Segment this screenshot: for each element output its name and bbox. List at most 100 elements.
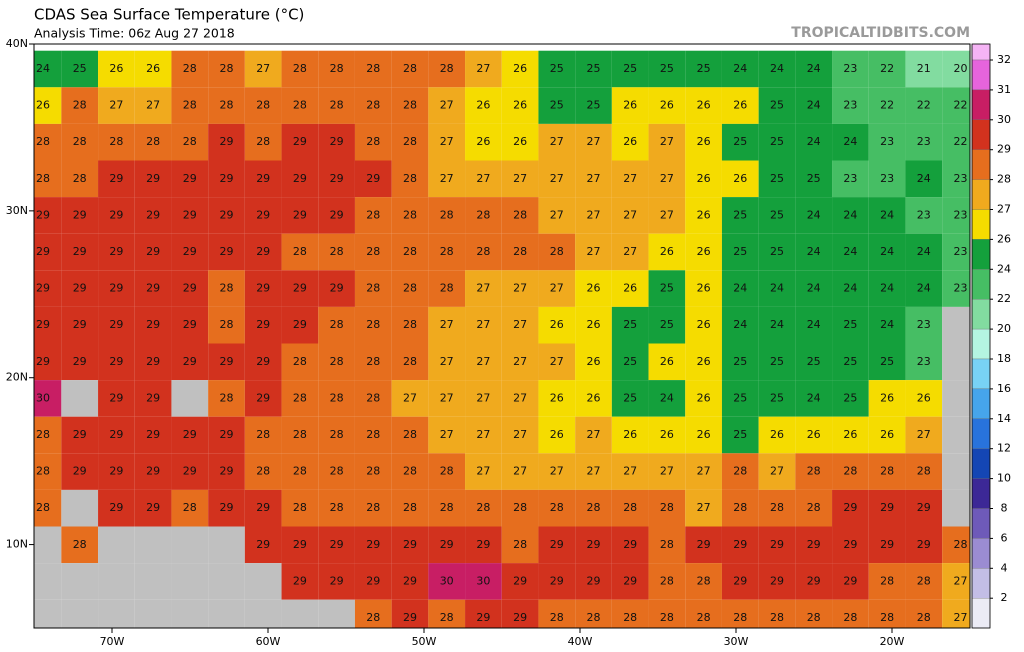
sst-cell [868,50,906,88]
sst-cell [391,526,429,564]
cells [34,50,970,628]
sst-cell [134,343,172,381]
sst-cell [611,160,649,198]
land [208,526,245,564]
sst-cell [354,563,392,600]
sst-cell [318,123,355,161]
sst-cell [465,233,502,271]
sst-value: 28 [36,501,50,514]
sst-cell [905,306,943,344]
sst-cell [648,453,686,490]
sst-value: 29 [587,538,601,551]
land [134,563,172,600]
sst-cell [428,526,466,564]
sst-value: 25 [770,172,784,185]
sst-value: 28 [440,62,454,75]
sst-cell [721,123,759,161]
sst-value: 27 [476,391,490,404]
sst-value: 23 [954,245,968,258]
sst-cell [98,489,135,527]
sst-cell [318,233,355,271]
sst-cell [905,270,943,307]
sst-value: 29 [880,501,894,514]
sst-value: 28 [623,501,637,514]
sst-cell [98,87,135,124]
sst-value: 27 [476,428,490,441]
sst-value: 28 [36,135,50,148]
sst-value: 29 [183,208,197,221]
sst-cell [244,270,282,307]
sst-cell [391,380,429,417]
sst-cell [685,270,722,307]
sst-value: 28 [733,501,747,514]
sst-value: 28 [697,574,711,587]
sst-cell [244,233,282,271]
sst-cell [685,599,722,628]
sst-cell [318,197,355,234]
sst-value: 28 [330,391,344,404]
sst-cell [134,50,172,88]
sst-cell [758,87,796,124]
sst-cell [832,526,869,564]
sst-value: 28 [330,99,344,112]
sst-value: 26 [660,99,674,112]
sst-cell [465,197,502,234]
sst-cell [795,270,833,307]
sst-cell [685,306,722,344]
sst-cell [34,306,62,344]
sst-value: 27 [440,355,454,368]
sst-value: 24 [917,245,931,258]
sst-cell [171,233,209,271]
sst-cell [685,489,722,527]
sst-value: 29 [109,208,123,221]
colorbar-band [971,269,991,300]
sst-value: 29 [220,172,234,185]
sst-value: 28 [73,172,87,185]
sst-cell [905,563,943,600]
sst-value: 28 [366,282,380,295]
sst-cell [868,197,906,234]
sst-value: 29 [220,208,234,221]
sst-value: 29 [807,574,821,587]
sst-value: 28 [660,574,674,587]
sst-cell [61,160,99,198]
sst-cell [281,270,319,307]
sst-value: 29 [843,574,857,587]
sst-value: 23 [880,135,894,148]
sst-cell [61,526,99,564]
sst-cell [501,270,539,307]
sst-value: 28 [917,574,931,587]
sst-value: 29 [330,538,344,551]
sst-value: 28 [880,465,894,478]
sst-cell [391,87,429,124]
sst-cell [501,123,539,161]
sst-value: 24 [733,318,747,331]
sst-cell [61,270,99,307]
sst-cell [648,416,686,454]
sst-cell [501,563,539,600]
sst-value: 28 [807,501,821,514]
sst-value: 29 [109,172,123,185]
sst-value: 28 [330,62,344,75]
sst-value: 22 [954,99,968,112]
sst-cell [648,599,686,628]
sst-cell [501,380,539,417]
sst-value: 29 [109,391,123,404]
sst-cell [318,563,355,600]
sst-value: 22 [954,135,968,148]
sst-cell [648,526,686,564]
sst-value: 28 [550,245,564,258]
sst-value: 29 [36,318,50,331]
sst-value: 25 [843,355,857,368]
sst-value: 28 [293,62,307,75]
sst-value: 30 [36,391,50,404]
sst-cell [868,599,906,628]
sst-cell [318,489,355,527]
sst-cell [685,50,722,88]
sst-value: 28 [403,428,417,441]
sst-value: 27 [440,428,454,441]
sst-cell [868,270,906,307]
sst-cell [942,563,970,600]
sst-cell [575,160,612,198]
sst-value: 28 [73,135,87,148]
